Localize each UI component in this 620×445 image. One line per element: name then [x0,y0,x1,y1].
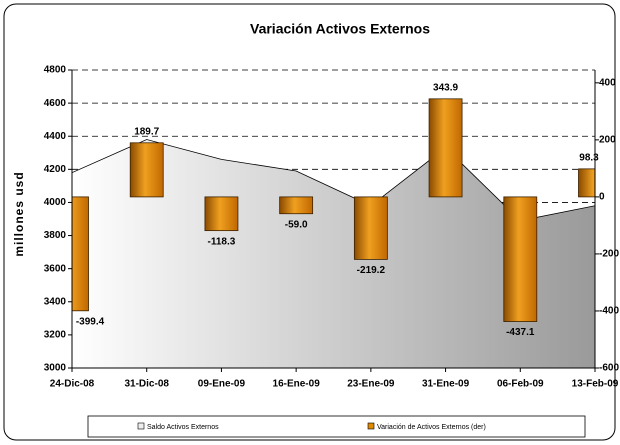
x-tick-label: 16-Ene-09 [273,379,321,390]
x-tick-label: 23-Ene-09 [347,379,395,390]
legend-swatch [367,422,375,430]
y2-tick-label: 0 [599,192,605,203]
bar [72,196,89,312]
y2-tick-label: 400 [599,77,616,88]
chart-title: Variación Activos Externos [250,21,430,37]
data-label: -437.1 [506,327,535,338]
x-tick-label: 31-Ene-09 [422,379,470,390]
bar [279,196,314,215]
y-tick-label: 4200 [44,164,67,175]
data-label: -118.3 [208,236,236,247]
area-fill [72,139,595,368]
legend-label: Variación de Activos Externos (der) [377,424,486,431]
data-label: -219.2 [357,265,386,276]
x-tick-label: 06-Feb-09 [497,379,544,390]
x-tick-label: 24-Dic-08 [50,379,95,390]
y-tick-label: 3800 [44,230,67,241]
data-label: 343.9 [433,82,458,93]
y2-tick-label: -200 [599,249,619,260]
y-axis-label: millones usd [12,171,26,256]
data-label: -59.0 [285,219,308,230]
y2-tick-label: -600 [599,363,619,374]
bar [503,196,538,322]
x-tick-label: 09-Ene-09 [198,379,246,390]
legend [87,415,586,438]
y-tick-label: 3400 [44,296,67,307]
bar [129,142,164,198]
data-label: 189.7 [134,126,159,137]
data-label: -399.4 [76,316,105,327]
y-tick-label: 3200 [44,330,67,341]
bar [578,168,595,198]
x-tick-label: 31-Dic-08 [124,379,169,390]
data-label: 98.3 [579,153,599,164]
y-tick-label: 3000 [44,363,67,374]
bar [353,196,388,260]
y2-tick-label: 200 [599,135,616,146]
y2-tick-label: -400 [599,306,619,317]
y-tick-label: 4800 [44,65,67,76]
y-tick-label: 4600 [44,98,67,109]
bar [204,196,239,232]
y-tick-label: 3600 [44,263,67,274]
x-tick-label: 13-Feb-09 [572,379,619,390]
bar [428,98,463,198]
y-tick-label: 4400 [44,131,67,142]
legend-swatch [137,422,145,430]
y-tick-label: 4000 [44,197,67,208]
legend-label: Saldo Activos Externos [147,424,219,431]
